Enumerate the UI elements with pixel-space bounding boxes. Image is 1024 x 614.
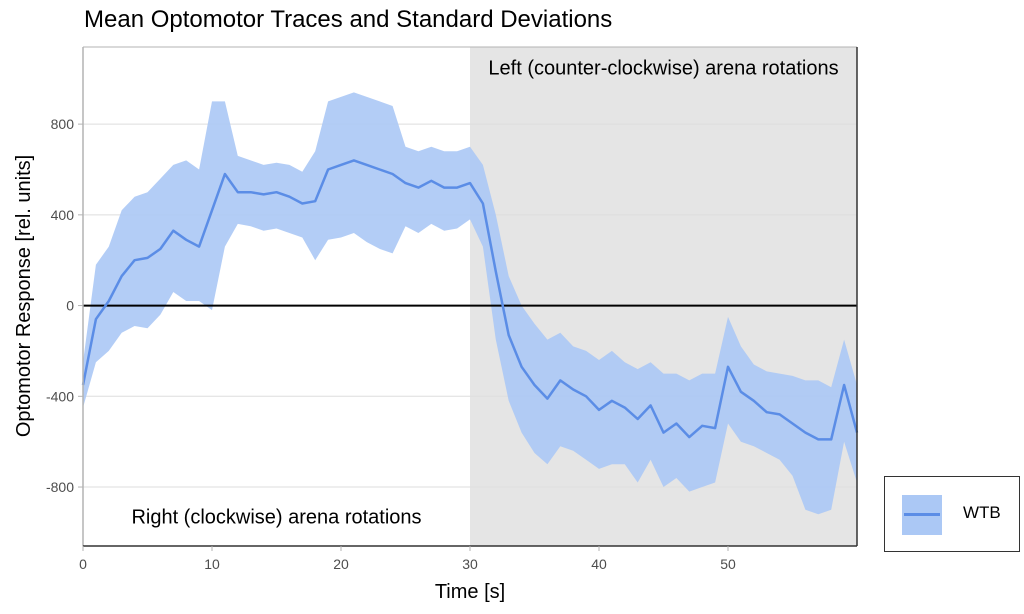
- annotation-right-rotations: Right (clockwise) arena rotations: [131, 507, 421, 529]
- x-tick-label: 50: [720, 556, 736, 572]
- legend: WTB: [884, 476, 1020, 552]
- x-tick-label: 0: [79, 556, 87, 572]
- y-tick-label: 0: [66, 298, 74, 314]
- y-tick-label: -400: [46, 388, 74, 404]
- annotation-left-rotations: Left (counter-clockwise) arena rotations: [488, 57, 838, 79]
- y-axis-title: Optomotor Response [rel. units]: [13, 155, 35, 437]
- legend-key-line: [904, 513, 940, 516]
- legend-key-swatch: [902, 495, 942, 535]
- x-axis-title: Time [s]: [435, 581, 505, 603]
- legend-label: WTB: [963, 503, 1001, 522]
- y-tick-label: 800: [51, 116, 75, 132]
- y-tick-label: 400: [51, 207, 75, 223]
- sd-band-layer: [83, 92, 857, 515]
- x-axis: 0 10 20 30 40 50: [79, 546, 736, 572]
- x-tick-label: 10: [204, 556, 220, 572]
- y-axis: -800 -400 0 400 800: [46, 116, 83, 495]
- y-tick-label: -800: [46, 479, 74, 495]
- mean-line-layer: [81, 159, 859, 441]
- x-tick-label: 40: [591, 556, 607, 572]
- sd-band-wtb: [83, 92, 857, 515]
- x-tick-label: 20: [333, 556, 349, 572]
- chart-title: Mean Optomotor Traces and Standard Devia…: [84, 6, 613, 33]
- x-tick-label: 30: [462, 556, 478, 572]
